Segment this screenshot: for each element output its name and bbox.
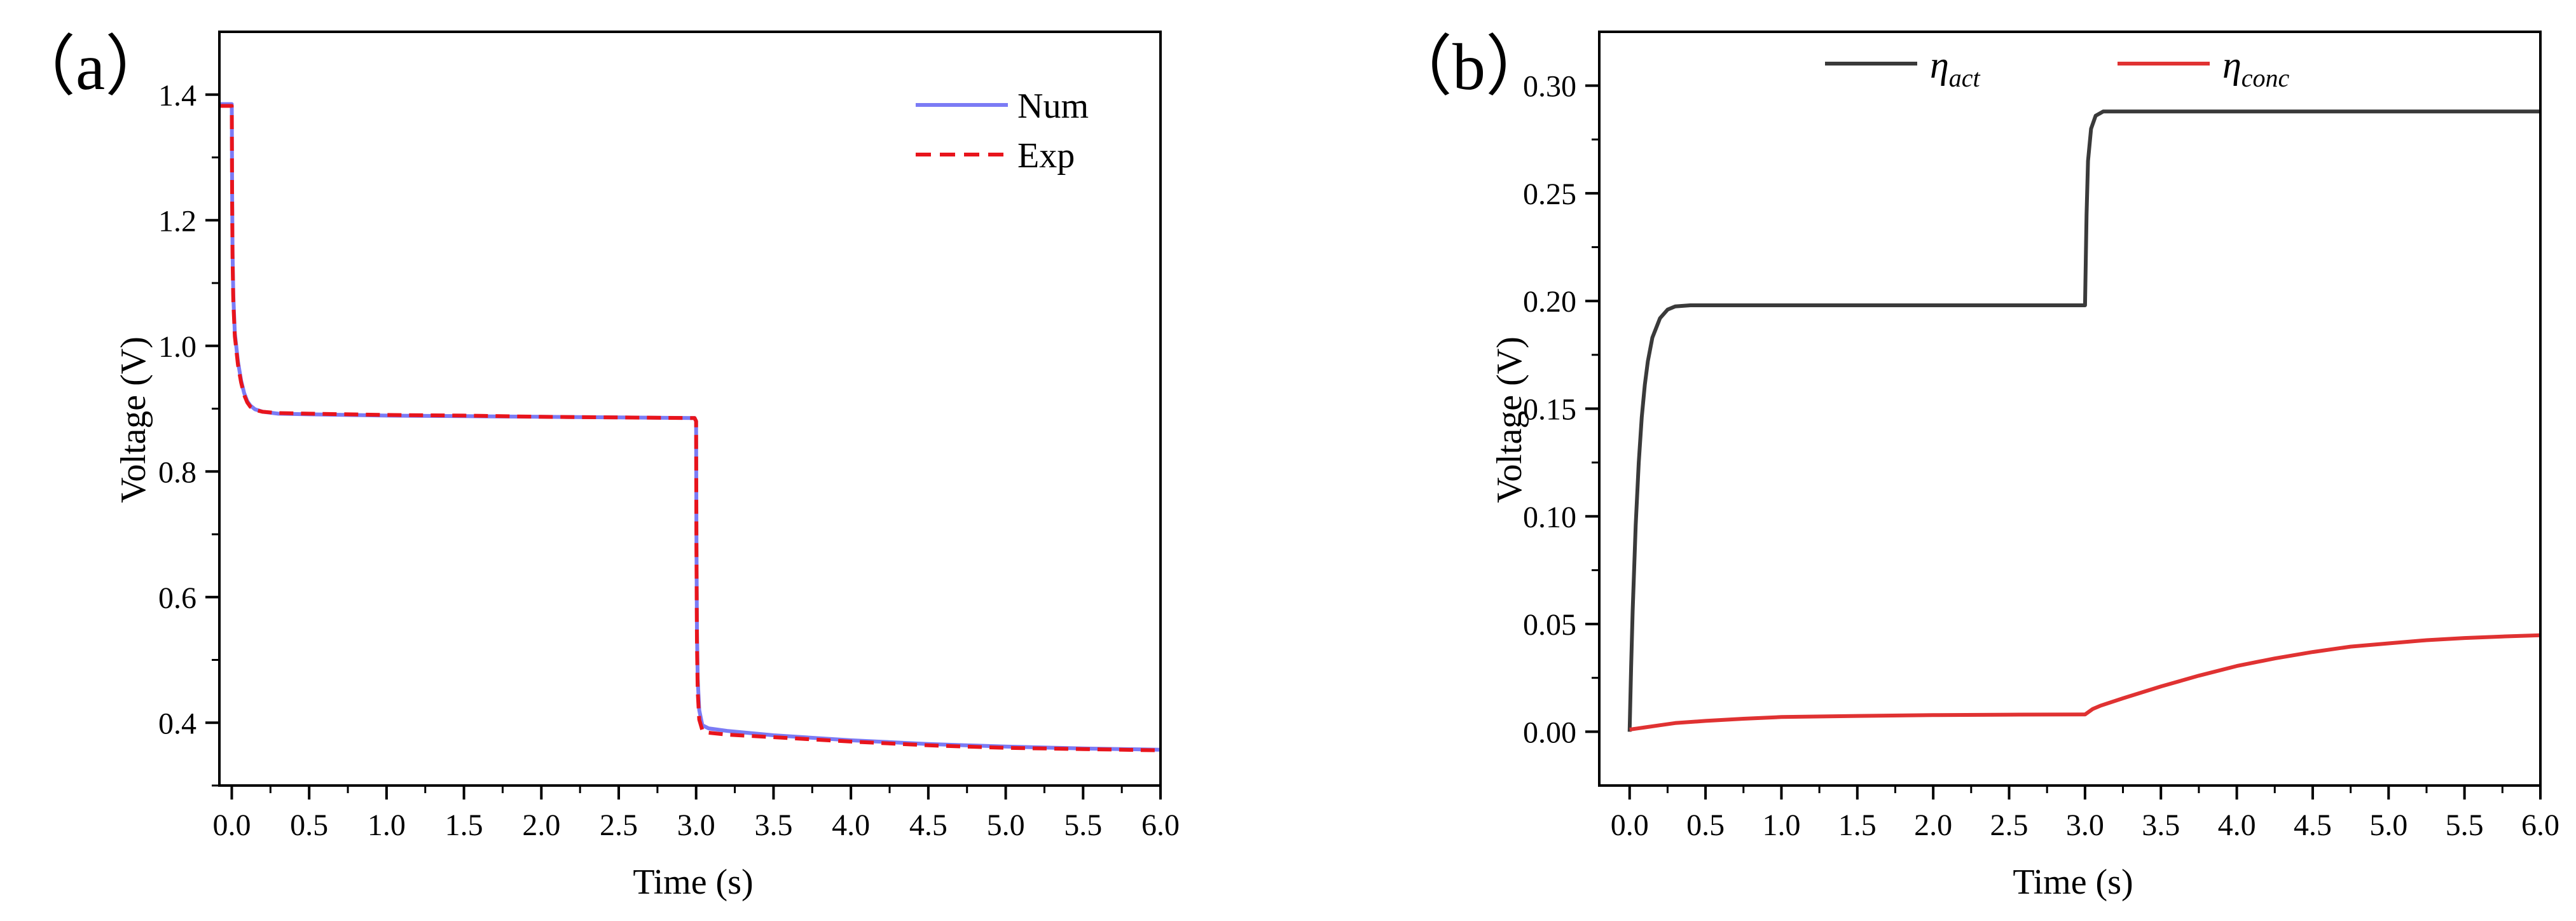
x-tick-label: 3.0 <box>677 808 715 842</box>
x-tick-label: 3.5 <box>2142 808 2180 842</box>
panel-a-series <box>219 102 1161 752</box>
panel-b-plot-frame <box>1598 31 2542 787</box>
legend-eta-act-symbol: η <box>1930 44 1949 86</box>
x-tick-label: 4.0 <box>2218 808 2256 842</box>
y-tick-label: 0.20 <box>1523 285 1576 319</box>
exp-series-line <box>219 104 1161 752</box>
x-tick-label: 4.5 <box>2294 808 2332 842</box>
panel-b-label: （b） <box>1386 31 1552 104</box>
num-series-line <box>219 102 1161 752</box>
legend-eta-act-subscript: act <box>1949 64 1981 92</box>
panel-a-label: （a） <box>10 31 171 104</box>
eta-act-series-line <box>1627 109 2540 732</box>
x-tick-label: 5.0 <box>2369 808 2407 842</box>
x-tick-label: 4.5 <box>909 808 947 842</box>
y-tick-label: 0.00 <box>1523 716 1576 749</box>
panel-b-y-axis-title: Voltage (V) <box>1490 336 1529 503</box>
x-tick-label: 2.5 <box>600 808 638 842</box>
x-tick-label: 1.5 <box>445 808 483 842</box>
x-tick-label: 5.5 <box>1064 808 1102 842</box>
panel-a: （a） 0.0 0.5 1.0 1.5 2.0 2.5 3.0 3.5 4.0 4.5 5.0 5.5… <box>10 31 1180 902</box>
legend-num-label: Num <box>1017 87 1089 126</box>
y-tick-label: 0.30 <box>1523 70 1576 104</box>
x-tick-label: 2.5 <box>1990 808 2028 842</box>
legend-eta-conc-symbol: η <box>2222 44 2242 86</box>
legend-eta-conc-label: ηconc <box>2222 44 2290 92</box>
y-tick-label: 1.0 <box>158 330 196 364</box>
x-tick-label: 6.0 <box>1141 808 1180 842</box>
y-tick-label: 1.4 <box>158 79 196 113</box>
panel-a-x-axis-title: Time (s) <box>633 862 753 902</box>
panel-b-ticks: 0.0 0.5 1.0 1.5 2.0 2.5 3.0 3.5 4.0 4.5 5.0 5.5 6.0 0… <box>1523 70 2559 842</box>
x-tick-label: 0.5 <box>1686 808 1725 842</box>
y-tick-label: 0.10 <box>1523 501 1576 534</box>
x-tick-label: 2.0 <box>1914 808 1952 842</box>
x-tick-label: 0.5 <box>290 808 328 842</box>
legend-eta-conc-subscript: conc <box>2242 64 2290 92</box>
x-tick-label: 5.0 <box>987 808 1025 842</box>
panel-a-y-axis-title: Voltage (V) <box>114 336 153 503</box>
x-tick-label: 0.0 <box>212 808 251 842</box>
panel-a-plot-frame <box>218 31 1162 787</box>
x-tick-label: 2.0 <box>522 808 560 842</box>
y-tick-label: 0.05 <box>1523 608 1576 642</box>
x-tick-label: 5.5 <box>2446 808 2484 842</box>
panel-a-legend: Num Exp <box>916 87 1089 176</box>
x-tick-label: 1.0 <box>368 808 406 842</box>
y-tick-label: 1.2 <box>158 204 196 238</box>
y-tick-label: 0.6 <box>158 581 196 615</box>
y-tick-label: 0.8 <box>158 455 196 489</box>
legend-eta-act-label: ηact <box>1930 44 1981 92</box>
x-tick-label: 0.0 <box>1611 808 1649 842</box>
eta-conc-series-line <box>1629 633 2541 731</box>
x-tick-label: 1.5 <box>1838 808 1877 842</box>
panel-a-ticks: 0.0 0.5 1.0 1.5 2.0 2.5 3.0 3.5 4.0 4.5 5.0 5.5 6.0 0… <box>158 79 1180 842</box>
y-tick-label: 0.4 <box>158 707 196 740</box>
legend-exp-label: Exp <box>1017 136 1075 176</box>
x-tick-label: 3.0 <box>2066 808 2104 842</box>
panel-b: （b） 0.0 0.5 1.0 1.5 2.0 2.5 3.0 3.5 4.0 4.5 5.0 5.5… <box>1386 31 2559 902</box>
panel-b-series <box>1627 109 2541 732</box>
x-tick-label: 3.5 <box>754 808 792 842</box>
x-tick-label: 6.0 <box>2521 808 2559 842</box>
y-tick-label: 0.15 <box>1523 393 1576 427</box>
x-tick-label: 4.0 <box>832 808 870 842</box>
y-tick-label: 0.25 <box>1523 177 1576 211</box>
panel-b-legend: ηact ηconc <box>1825 44 2290 92</box>
x-tick-label: 1.0 <box>1762 808 1800 842</box>
panel-b-x-axis-title: Time (s) <box>2013 862 2133 902</box>
